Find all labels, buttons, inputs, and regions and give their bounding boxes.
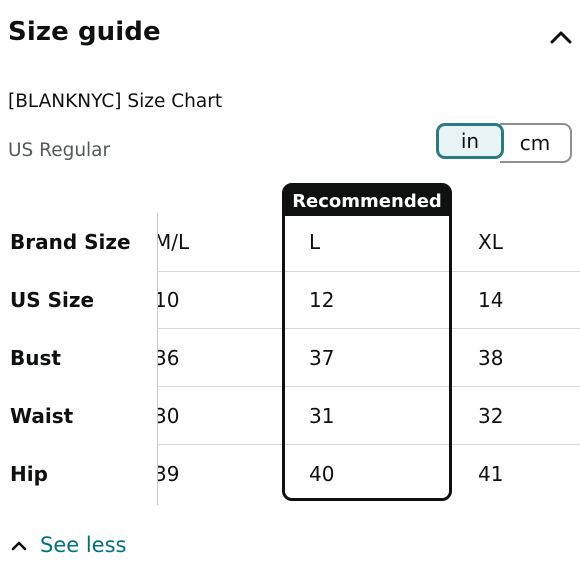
- cell-col2-waist: 32: [478, 404, 504, 428]
- cell-col1-us-size: 12: [309, 288, 335, 312]
- recommended-badge: Recommended: [285, 186, 449, 216]
- cell-col1-waist: 31: [309, 404, 335, 428]
- see-less-label: See less: [40, 533, 127, 557]
- chevron-up-icon: [11, 541, 27, 551]
- unit-in-button[interactable]: in: [436, 123, 504, 159]
- column-divider: [157, 213, 158, 505]
- cell-col1-hip: 40: [309, 462, 335, 486]
- size-table: Brand Size US Size Bust Waist Hip M/L 10…: [0, 180, 580, 510]
- unit-toggle: in cm: [436, 123, 572, 163]
- page-title: Size guide: [8, 17, 161, 47]
- row-label-waist: Waist: [10, 404, 74, 428]
- cell-col2-hip: 41: [478, 462, 504, 486]
- row-labels: Brand Size US Size Bust Waist Hip: [0, 180, 158, 505]
- size-region: US Regular: [8, 140, 111, 161]
- cell-col0-waist: 30: [158, 404, 180, 428]
- size-guide-header[interactable]: Size guide: [0, 0, 580, 70]
- cell-col1-brand-size: L: [309, 230, 321, 254]
- cell-col0-brand-size: M/L: [158, 230, 190, 254]
- cell-col0-bust: 36: [158, 346, 180, 370]
- size-chart-name: [BLANKNYC] Size Chart: [8, 91, 223, 112]
- row-divider: [158, 444, 580, 445]
- cell-col2-bust: 38: [478, 346, 504, 370]
- row-divider: [158, 271, 580, 272]
- row-label-brand-size: Brand Size: [10, 230, 131, 254]
- cell-col0-us-size: 10: [158, 288, 180, 312]
- cell-col2-brand-size: XL: [478, 230, 503, 254]
- row-label-us-size: US Size: [10, 288, 95, 312]
- see-less-link[interactable]: See less: [10, 530, 126, 560]
- recommended-column: Recommended: [282, 183, 452, 501]
- size-columns-scroller[interactable]: M/L 10 36 30 39 Recommended L 12 37 31 4…: [158, 180, 580, 505]
- cell-col1-bust: 37: [309, 346, 335, 370]
- unit-cm-button[interactable]: cm: [500, 123, 572, 163]
- row-divider: [158, 328, 580, 329]
- cell-col0-hip: 39: [158, 462, 180, 486]
- chevron-up-icon[interactable]: [548, 27, 574, 47]
- cell-col2-us-size: 14: [478, 288, 504, 312]
- row-label-bust: Bust: [10, 346, 61, 370]
- row-label-hip: Hip: [10, 462, 48, 486]
- row-divider: [158, 386, 580, 387]
